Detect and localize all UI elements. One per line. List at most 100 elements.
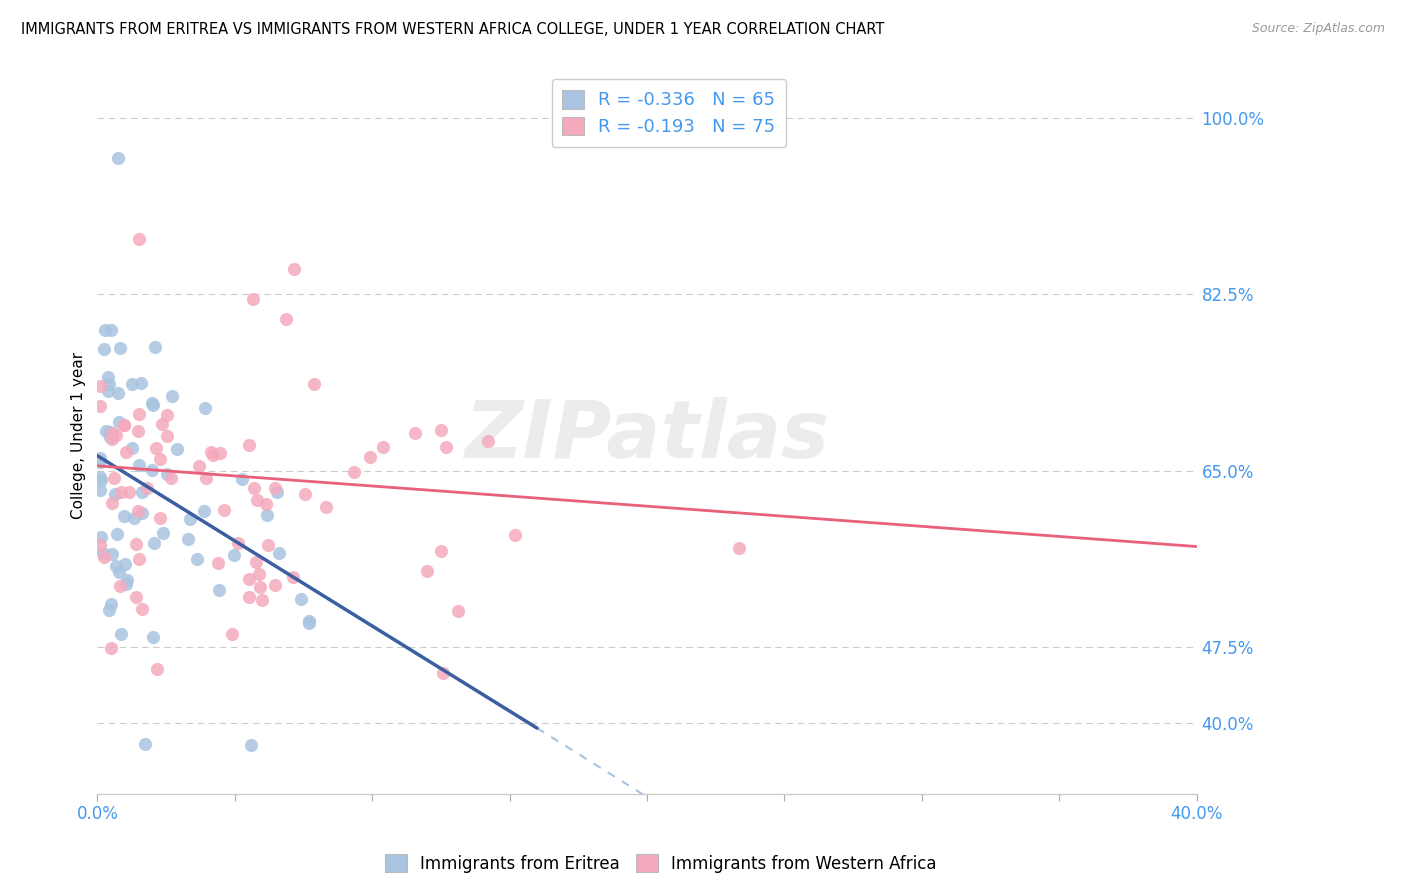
Point bbox=[141, 398, 163, 412]
Point bbox=[302, 376, 325, 391]
Point bbox=[96, 424, 118, 438]
Point bbox=[93, 550, 115, 565]
Point bbox=[90, 473, 112, 487]
Point bbox=[202, 448, 225, 462]
Point bbox=[93, 343, 115, 357]
Point bbox=[208, 583, 231, 598]
Point bbox=[269, 546, 291, 560]
Point bbox=[188, 458, 211, 473]
Point bbox=[434, 440, 457, 454]
Point bbox=[194, 401, 217, 415]
Point bbox=[503, 528, 526, 542]
Point bbox=[297, 615, 319, 629]
Point bbox=[238, 572, 260, 586]
Point bbox=[432, 665, 454, 680]
Point bbox=[128, 232, 150, 246]
Point bbox=[100, 597, 122, 611]
Point bbox=[160, 388, 183, 402]
Point bbox=[131, 602, 153, 616]
Legend: R = -0.336   N = 65, R = -0.193   N = 75: R = -0.336 N = 65, R = -0.193 N = 75 bbox=[551, 79, 786, 147]
Point bbox=[238, 591, 260, 605]
Point bbox=[149, 511, 172, 525]
Point bbox=[108, 565, 131, 579]
Point bbox=[193, 504, 215, 518]
Point bbox=[238, 438, 260, 452]
Point bbox=[207, 556, 229, 570]
Point bbox=[477, 434, 499, 449]
Point bbox=[250, 593, 273, 607]
Point bbox=[141, 395, 163, 409]
Text: IMMIGRANTS FROM ERITREA VS IMMIGRANTS FROM WESTERN AFRICA COLLEGE, UNDER 1 YEAR : IMMIGRANTS FROM ERITREA VS IMMIGRANTS FR… bbox=[21, 22, 884, 37]
Point bbox=[263, 577, 285, 591]
Point bbox=[294, 487, 316, 501]
Point bbox=[125, 590, 148, 604]
Point bbox=[125, 537, 148, 551]
Point bbox=[112, 417, 135, 432]
Point bbox=[105, 526, 128, 541]
Point bbox=[89, 483, 111, 497]
Point bbox=[134, 737, 156, 751]
Point bbox=[104, 486, 127, 500]
Point bbox=[97, 370, 120, 384]
Point bbox=[249, 580, 271, 594]
Point bbox=[194, 471, 217, 485]
Point bbox=[112, 508, 135, 523]
Point bbox=[256, 508, 278, 522]
Point bbox=[91, 546, 114, 560]
Point bbox=[186, 551, 208, 566]
Point bbox=[114, 577, 136, 591]
Point bbox=[283, 262, 305, 277]
Y-axis label: College, Under 1 year: College, Under 1 year bbox=[72, 352, 86, 519]
Point bbox=[416, 564, 439, 578]
Text: Source: ZipAtlas.com: Source: ZipAtlas.com bbox=[1251, 22, 1385, 36]
Point bbox=[110, 627, 132, 641]
Point bbox=[128, 552, 150, 566]
Point bbox=[145, 441, 167, 455]
Point bbox=[245, 555, 267, 569]
Point bbox=[108, 578, 131, 592]
Point bbox=[98, 429, 121, 443]
Point bbox=[231, 472, 253, 486]
Point bbox=[121, 376, 143, 391]
Point bbox=[89, 378, 111, 392]
Point bbox=[122, 511, 145, 525]
Point bbox=[298, 616, 321, 631]
Point bbox=[166, 442, 188, 456]
Point bbox=[101, 547, 124, 561]
Point bbox=[247, 567, 270, 582]
Point bbox=[208, 446, 231, 460]
Point bbox=[430, 544, 453, 558]
Point bbox=[149, 451, 172, 466]
Point bbox=[121, 442, 143, 456]
Point bbox=[103, 471, 125, 485]
Point bbox=[97, 602, 120, 616]
Point bbox=[315, 500, 337, 514]
Point bbox=[246, 493, 269, 508]
Point bbox=[343, 466, 366, 480]
Point bbox=[447, 604, 470, 618]
Point bbox=[266, 485, 288, 500]
Point bbox=[156, 408, 179, 422]
Point bbox=[89, 470, 111, 484]
Point bbox=[114, 557, 136, 571]
Point bbox=[89, 454, 111, 468]
Point bbox=[115, 444, 138, 458]
Point bbox=[200, 445, 222, 459]
Point bbox=[135, 481, 157, 495]
Point bbox=[112, 418, 135, 433]
Point bbox=[222, 548, 245, 562]
Point bbox=[179, 512, 201, 526]
Point bbox=[142, 536, 165, 550]
Point bbox=[127, 425, 149, 439]
Point bbox=[264, 481, 287, 495]
Point bbox=[290, 592, 312, 607]
Point bbox=[156, 429, 179, 443]
Point bbox=[98, 425, 121, 439]
Point bbox=[404, 426, 426, 441]
Point bbox=[115, 573, 138, 587]
Point bbox=[430, 423, 453, 437]
Point bbox=[107, 386, 129, 401]
Point bbox=[89, 450, 111, 465]
Point bbox=[257, 538, 280, 552]
Point bbox=[128, 408, 150, 422]
